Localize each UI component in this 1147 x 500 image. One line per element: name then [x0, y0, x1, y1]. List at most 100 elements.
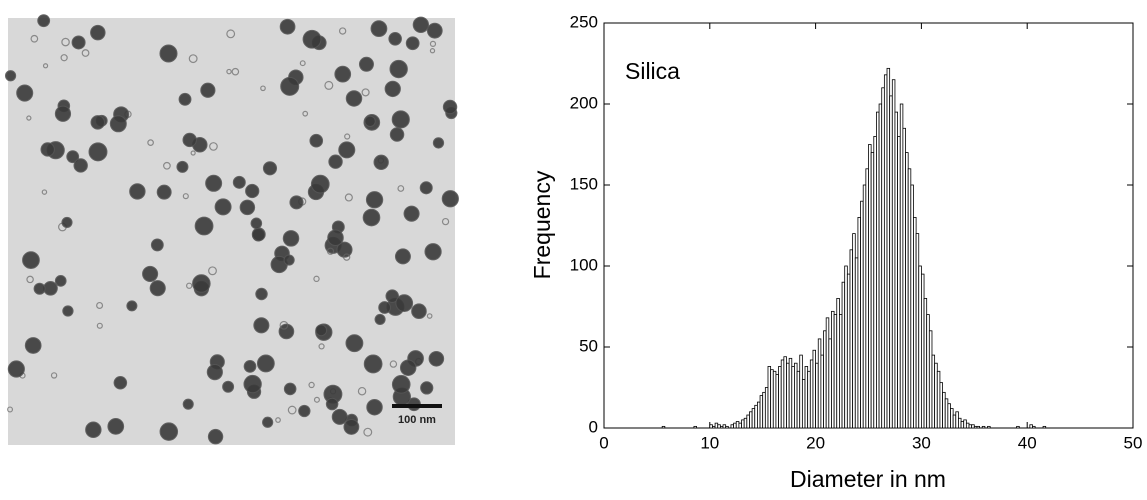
- particle: [365, 191, 384, 209]
- particle: [255, 287, 268, 301]
- particle: [43, 280, 58, 296]
- particle: [278, 323, 295, 340]
- particle: [388, 32, 402, 46]
- bar: [725, 425, 729, 429]
- particle: [113, 375, 128, 390]
- particle: [188, 54, 198, 64]
- particle: [405, 36, 420, 51]
- particle: [159, 44, 178, 63]
- particle: [194, 216, 214, 236]
- particle: [30, 34, 39, 43]
- bar: [981, 425, 986, 429]
- particle: [149, 280, 166, 297]
- particle: [343, 419, 360, 435]
- particle: [385, 289, 399, 303]
- particle: [411, 303, 427, 320]
- particle: [200, 82, 216, 98]
- particle: [326, 247, 335, 255]
- particle: [389, 59, 408, 79]
- particle: [54, 105, 72, 122]
- particle: [275, 417, 281, 423]
- particle: [66, 150, 80, 164]
- particle: [302, 110, 309, 117]
- particle: [318, 343, 325, 350]
- particle: [178, 92, 192, 106]
- y-axis-label: Frequency: [529, 170, 555, 279]
- bar: [1032, 425, 1036, 429]
- particle: [54, 275, 67, 287]
- particle: [243, 360, 257, 373]
- micrograph-background: [8, 18, 455, 445]
- particle: [61, 37, 70, 47]
- particle: [363, 354, 383, 374]
- particle: [308, 381, 315, 389]
- particle: [279, 320, 289, 330]
- particle: [334, 65, 352, 83]
- particle: [239, 199, 256, 216]
- particle: [338, 27, 347, 35]
- particle: [428, 351, 445, 367]
- particle: [394, 248, 411, 265]
- x-tick-label: 0: [599, 433, 608, 452]
- scale-bar: [392, 404, 442, 408]
- particle: [442, 99, 458, 115]
- particle: [142, 265, 159, 282]
- bar: [976, 425, 980, 429]
- particle: [420, 381, 434, 395]
- particle: [419, 181, 433, 195]
- particle: [283, 382, 297, 396]
- particle: [373, 154, 389, 170]
- particle: [61, 216, 73, 228]
- particle: [389, 360, 398, 368]
- particle: [370, 20, 388, 38]
- particle: [298, 404, 311, 418]
- particle: [253, 317, 270, 334]
- x-tick-label: 30: [912, 433, 931, 452]
- particle: [391, 110, 410, 129]
- particle: [22, 251, 40, 269]
- particle: [209, 142, 218, 151]
- particle: [327, 229, 344, 246]
- particle: [206, 364, 223, 381]
- particle: [429, 48, 436, 54]
- particle: [325, 397, 339, 411]
- particle: [182, 132, 197, 148]
- y-tick-label: 250: [570, 12, 598, 31]
- particle: [231, 67, 240, 76]
- x-tick-label: 10: [700, 433, 719, 452]
- particle: [391, 375, 411, 394]
- particle: [81, 49, 90, 57]
- particle: [41, 189, 48, 195]
- particle: [245, 183, 260, 199]
- x-tick-label: 40: [1018, 433, 1037, 452]
- particle: [250, 217, 263, 230]
- particle: [129, 183, 146, 200]
- particle: [26, 115, 32, 121]
- particle: [336, 241, 353, 258]
- particle: [309, 133, 324, 148]
- particle: [50, 372, 58, 379]
- particle: [395, 294, 414, 312]
- particle: [60, 54, 68, 62]
- particle: [256, 354, 275, 373]
- particle: [107, 418, 125, 435]
- particle: [159, 422, 179, 441]
- particle: [33, 282, 46, 295]
- bar: [693, 425, 697, 429]
- particle: [432, 137, 445, 149]
- particle: [331, 408, 348, 425]
- particle: [37, 14, 51, 28]
- particle: [344, 193, 353, 202]
- particle: [73, 158, 88, 173]
- particle: [24, 337, 42, 354]
- particle: [399, 359, 417, 376]
- scale-bar-label: 100 nm: [398, 414, 436, 426]
- particle: [441, 217, 450, 226]
- particle: [363, 427, 373, 437]
- particle: [364, 115, 376, 128]
- bar: [1042, 425, 1047, 429]
- particle: [310, 174, 330, 194]
- particle: [26, 275, 34, 284]
- particle: [232, 175, 246, 189]
